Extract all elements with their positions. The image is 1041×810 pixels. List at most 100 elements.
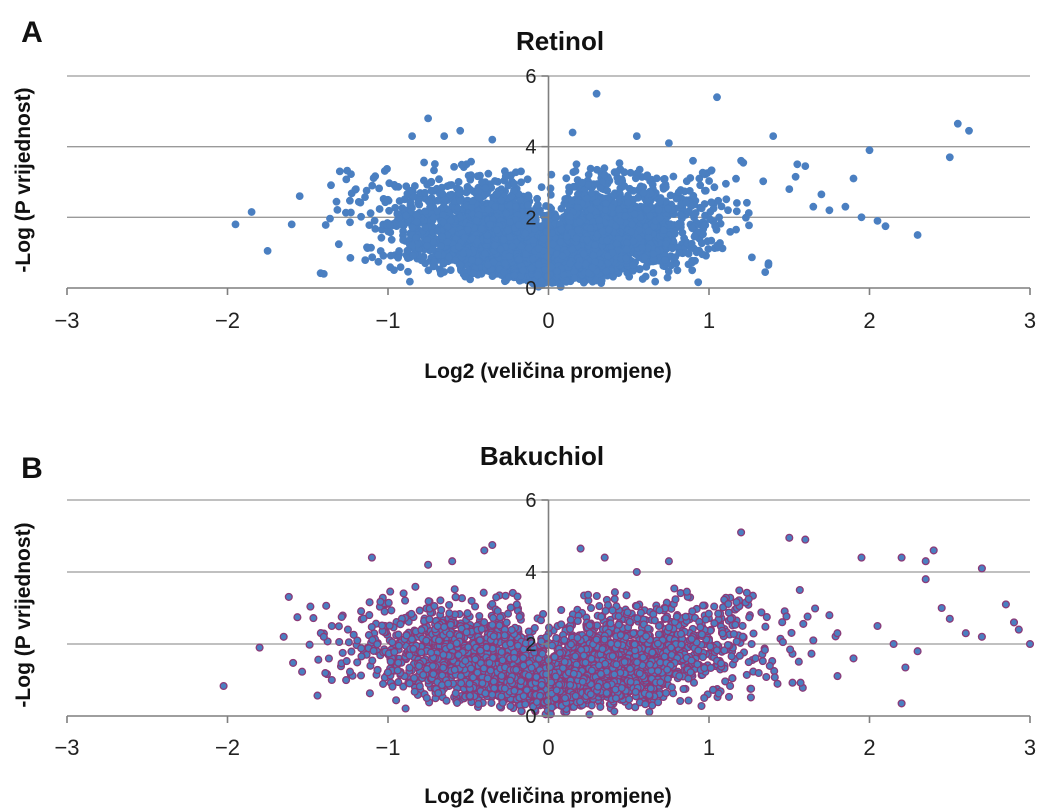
data-point: [468, 197, 477, 205]
data-point: [391, 182, 400, 191]
data-point: [368, 253, 377, 262]
data-point: [231, 220, 240, 229]
data-point: [458, 249, 467, 258]
data-point: [700, 200, 709, 208]
data-point: [362, 186, 371, 195]
data-point: [396, 263, 405, 271]
data-point: [473, 237, 481, 246]
data-point: [545, 203, 554, 212]
data-point: [628, 220, 636, 229]
data-point: [638, 243, 647, 252]
data-point: [484, 169, 493, 178]
data-point: [759, 177, 768, 186]
data-point: [375, 205, 384, 213]
data-point: [408, 241, 417, 250]
data-point: [361, 256, 370, 264]
data-point: [698, 168, 707, 177]
data-point: [631, 174, 640, 183]
data-point: [453, 204, 462, 212]
data-point: [357, 212, 365, 221]
data-point: [620, 168, 629, 177]
data-point: [436, 242, 445, 250]
data-point: [405, 277, 414, 286]
data-point: [368, 181, 377, 190]
data-point: [671, 253, 680, 261]
data-point: [385, 206, 393, 215]
data-point: [450, 162, 458, 171]
data-point: [428, 245, 437, 254]
data-point: [430, 166, 438, 175]
data-point: [517, 178, 525, 187]
data-point: [630, 210, 639, 218]
data-point: [561, 195, 570, 203]
data-point: [467, 157, 475, 166]
data-point: [791, 172, 800, 181]
data-point: [443, 222, 452, 231]
data-point: [651, 277, 660, 286]
data-point: [583, 235, 591, 244]
data-point: [501, 172, 510, 180]
data-point: [409, 192, 418, 201]
data-point: [623, 238, 631, 247]
data-point: [514, 221, 523, 229]
data-point: [537, 183, 546, 191]
data-point: [615, 159, 624, 167]
data-point: [724, 206, 732, 215]
data-point: [661, 256, 669, 264]
data-point: [395, 247, 403, 255]
data-point: [548, 278, 556, 287]
data-point: [945, 153, 954, 162]
data-point: [333, 205, 342, 214]
data-point: [421, 223, 430, 232]
data-point: [380, 167, 389, 175]
data-point: [460, 233, 469, 242]
data-point: [726, 227, 735, 236]
data-point: [704, 245, 713, 253]
data-point: [552, 213, 561, 222]
data-point: [557, 225, 566, 234]
data-point: [570, 274, 579, 282]
data-point: [608, 248, 617, 257]
data-point: [375, 184, 383, 193]
data-point: [608, 203, 616, 212]
data-point: [592, 89, 601, 98]
data-point: [629, 261, 637, 269]
data-point: [464, 171, 473, 180]
data-point: [656, 214, 664, 223]
data-point: [865, 146, 874, 155]
data-point: [574, 261, 583, 270]
data-point: [549, 240, 557, 249]
data-point: [635, 264, 644, 273]
data-point: [435, 175, 443, 184]
data-point: [457, 160, 466, 169]
data-point: [393, 209, 402, 218]
data-point: [429, 262, 438, 271]
data-point: [732, 174, 740, 183]
data-point: [595, 216, 603, 225]
data-point: [673, 266, 682, 275]
data-point: [643, 172, 652, 181]
data-point: [341, 208, 350, 217]
data-point: [629, 237, 638, 246]
data-point: [483, 260, 492, 269]
data-point: [490, 177, 499, 185]
data-point: [591, 241, 599, 249]
data-point: [491, 202, 500, 211]
data-point: [454, 242, 463, 251]
data-point: [640, 253, 649, 262]
data-point: [528, 255, 537, 264]
scatter-points: [231, 89, 973, 291]
data-point: [519, 266, 527, 275]
data-point: [664, 204, 672, 213]
data-point: [620, 182, 629, 190]
data-point: [569, 182, 578, 191]
data-point: [541, 265, 549, 274]
data-point: [429, 213, 438, 222]
data-point: [656, 197, 664, 206]
data-point: [395, 197, 404, 205]
data-point: [694, 278, 703, 287]
data-point: [662, 239, 670, 248]
data-point: [568, 128, 577, 137]
